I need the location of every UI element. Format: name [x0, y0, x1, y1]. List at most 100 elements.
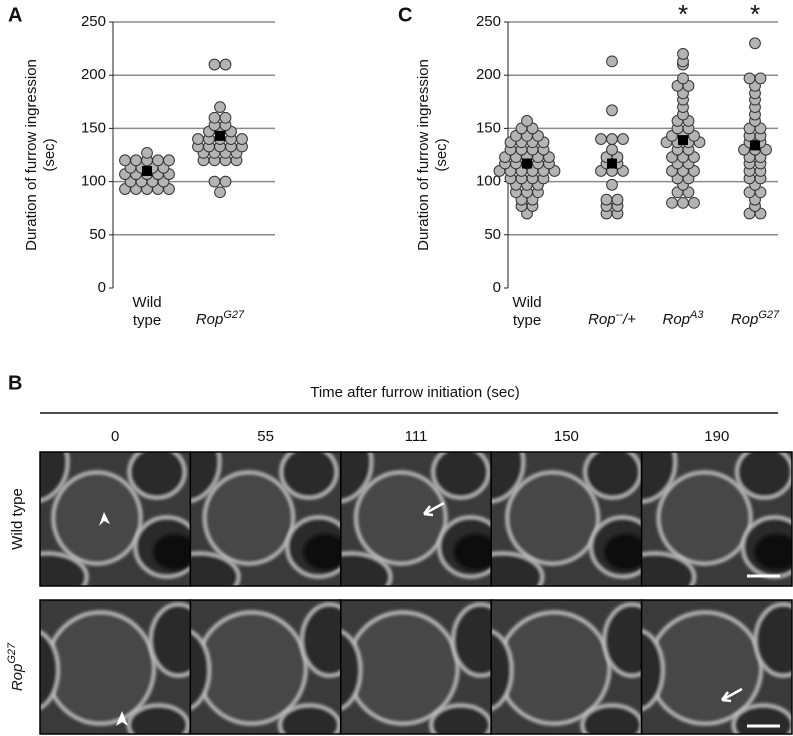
data-dot	[606, 55, 618, 68]
significance-mark: *	[750, 0, 760, 29]
row-label: Wild type	[9, 488, 26, 550]
cell-outline	[496, 610, 612, 726]
micrograph	[491, 452, 642, 586]
data-dot	[743, 72, 756, 85]
cell-outline	[127, 452, 187, 500]
cell-outline	[602, 602, 642, 678]
data-dot	[130, 154, 142, 167]
cell-outline	[340, 551, 393, 586]
time-label: 0	[111, 428, 119, 445]
dark-region	[153, 534, 191, 570]
x-tick-label-part: G27	[758, 309, 780, 321]
y-tick-label: 150	[81, 119, 106, 136]
data-dot	[219, 175, 232, 188]
cell-outline	[431, 452, 491, 500]
data-dot	[219, 58, 232, 71]
data-dot	[163, 154, 175, 167]
panel-label: A	[8, 4, 22, 26]
data-dot	[219, 111, 232, 124]
y-tick-label: 200	[81, 66, 106, 83]
arrow	[721, 687, 743, 703]
micrograph-border	[640, 451, 793, 587]
mean-marker	[607, 158, 617, 169]
x-tick-label: RopG27	[715, 306, 793, 329]
cell-outline	[51, 470, 143, 566]
cell-outline	[346, 610, 460, 726]
cell-outline	[583, 452, 642, 500]
micrograph	[641, 452, 792, 586]
cell-outline	[505, 470, 601, 566]
x-tick-label-part: G27	[223, 309, 245, 321]
significance-mark: *	[678, 0, 688, 29]
x-tick-label-part: Wild type	[512, 294, 542, 329]
cell-outline	[278, 703, 341, 734]
cell-outline	[190, 452, 222, 503]
cell-outline	[451, 602, 492, 678]
cell-outline	[126, 703, 190, 734]
x-tick-label: Wild type	[117, 294, 177, 330]
mean-marker	[522, 158, 532, 169]
micrograph	[491, 600, 642, 734]
data-dot	[677, 72, 689, 85]
data-dot	[617, 133, 629, 145]
cell-outline	[202, 470, 295, 566]
data-dot	[208, 58, 221, 71]
cell-outline	[40, 452, 70, 503]
mean-marker	[678, 135, 688, 146]
row-label: RopG27	[6, 642, 26, 691]
data-dot	[606, 143, 618, 156]
y-tick-label: 100	[476, 173, 501, 190]
cell-outline	[148, 602, 191, 678]
cell-outline	[735, 452, 792, 500]
mean-marker	[750, 140, 760, 151]
y-tick-label: 250	[81, 13, 106, 30]
cell-outline	[44, 610, 156, 726]
cell-outline	[641, 629, 665, 711]
time-label: 55	[257, 428, 274, 445]
cell-outline	[491, 551, 545, 586]
cell-outline	[429, 703, 492, 734]
micrograph	[40, 600, 191, 734]
cell-outline	[300, 602, 341, 678]
y-tick-label: 150	[476, 119, 501, 136]
cell-outline	[731, 703, 792, 734]
cell-outline	[641, 452, 678, 504]
cell-outline	[580, 703, 642, 734]
annotations-overlay	[99, 501, 780, 728]
y-tick-label: 100	[81, 173, 106, 190]
cell-outline	[195, 610, 308, 726]
data-dot	[192, 133, 204, 145]
data-dot	[677, 196, 689, 209]
arrow	[423, 501, 445, 517]
x-tick-label: Rop--/+	[572, 306, 652, 329]
x-tick-label: Wild type	[497, 294, 557, 330]
row-label-part: G27	[6, 642, 18, 664]
data-dot	[236, 133, 248, 145]
cell-outline	[354, 470, 448, 566]
x-tick-label-part: Wild type	[132, 294, 162, 329]
x-tick-label-part: A3	[690, 309, 704, 321]
panel-label: B	[8, 372, 22, 394]
data-dot	[119, 154, 131, 167]
micrograph	[340, 452, 492, 586]
x-tick-label-part: Rop	[195, 311, 224, 328]
y-tick-label: 200	[476, 66, 501, 83]
y-axis-label: (sec)	[433, 138, 450, 171]
cell-outline	[647, 610, 764, 726]
data-dot	[754, 72, 767, 85]
micrograph	[190, 600, 341, 734]
y-axis-label: Duration of furrow ingression	[415, 59, 432, 251]
y-tick-label: 250	[476, 13, 501, 30]
y-axis-label: (sec)	[41, 138, 58, 171]
cell-outline	[491, 629, 514, 711]
data-dot	[208, 175, 221, 188]
data-dot	[141, 146, 153, 159]
data-dot	[666, 196, 678, 209]
cell-outline	[753, 602, 792, 678]
data-dot	[600, 193, 613, 206]
micrograph	[190, 452, 341, 586]
x-tick-label-part: Rop	[588, 311, 616, 328]
y-axis-label: Duration of furrow ingression	[23, 59, 40, 251]
cell-outline	[279, 452, 339, 500]
